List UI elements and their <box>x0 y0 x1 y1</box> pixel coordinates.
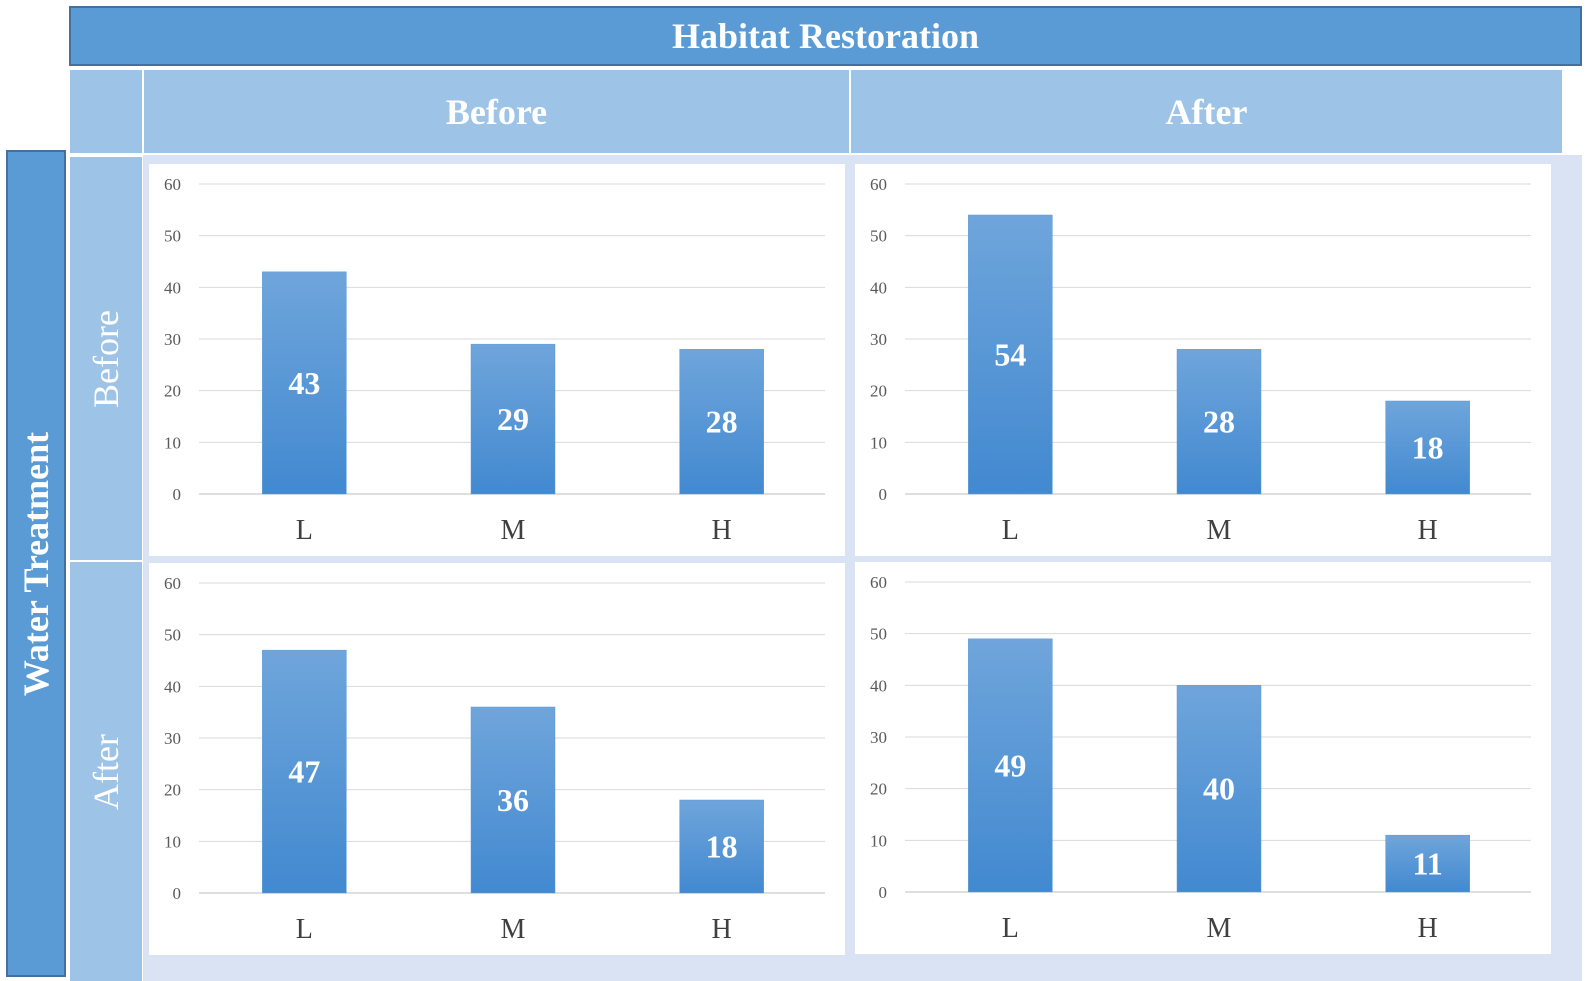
y-tick-label: 20 <box>870 780 887 799</box>
bar-chart-svg: 0 10 20 30 40 50 60 49 L 40 M 11 H <box>870 573 1531 944</box>
x-category-label: H <box>1418 913 1438 944</box>
y-tick-label: 10 <box>870 831 887 850</box>
row-factor-header: Water Treatment <box>6 150 66 977</box>
y-tick-label: 0 <box>879 883 888 902</box>
y-tick-label: 20 <box>870 382 887 401</box>
data-label: 29 <box>497 401 529 437</box>
bar-chart-svg: 0 10 20 30 40 50 60 43 L 29 M 28 H <box>164 175 825 546</box>
y-tick-label: 60 <box>870 175 887 194</box>
x-category-label: L <box>1002 913 1019 944</box>
bar-chart-svg: 0 10 20 30 40 50 60 54 L 28 M 18 H <box>870 175 1531 546</box>
bar-L <box>968 638 1053 893</box>
row-header-label: After <box>86 733 126 810</box>
y-tick-label: 50 <box>870 625 887 644</box>
bar-H <box>679 799 764 894</box>
bar-H <box>679 349 764 495</box>
corner-cell <box>70 70 142 153</box>
x-category-label: M <box>501 515 526 546</box>
x-category-label: M <box>1207 515 1232 546</box>
y-tick-label: 40 <box>870 278 887 297</box>
chart-panel-water-before-habitat-after: 0 10 20 30 40 50 60 54 L 28 M 18 H <box>855 164 1551 556</box>
column-header-label: After <box>1165 91 1248 132</box>
y-tick-label: 10 <box>164 832 181 851</box>
y-tick-label: 40 <box>164 677 181 696</box>
data-label: 36 <box>497 782 529 818</box>
bar-M <box>1176 349 1262 495</box>
chart-panel-water-before-habitat-before: 0 10 20 30 40 50 60 43 L 29 M 28 H <box>149 164 845 556</box>
y-tick-label: 50 <box>164 626 181 645</box>
y-tick-label: 20 <box>164 781 181 800</box>
bar-M <box>1176 685 1262 893</box>
x-category-label: L <box>1002 515 1019 546</box>
x-category-label: H <box>1418 515 1438 546</box>
column-factor-header: Habitat Restoration <box>69 6 1582 66</box>
bar-chart-svg: 0 10 20 30 40 50 60 47 L 36 M 18 H <box>164 574 825 945</box>
row-header-before: Before <box>70 157 142 560</box>
x-category-label: H <box>712 515 732 546</box>
y-tick-label: 50 <box>870 227 887 246</box>
chart-panel-water-after-habitat-before: 0 10 20 30 40 50 60 47 L 36 M 18 H <box>149 563 845 955</box>
data-label: 49 <box>994 747 1026 783</box>
x-category-label: M <box>1207 913 1232 944</box>
row-header-label: Before <box>86 309 126 408</box>
y-tick-label: 50 <box>164 227 181 246</box>
column-header-label: Before <box>445 91 548 132</box>
data-label: 40 <box>1203 771 1235 807</box>
bar-L <box>262 649 347 894</box>
bar-L <box>262 271 347 495</box>
x-category-label: L <box>296 515 313 546</box>
y-tick-label: 10 <box>870 433 887 452</box>
y-tick-label: 20 <box>164 382 181 401</box>
data-label: 43 <box>288 365 320 401</box>
bar-L <box>968 214 1053 495</box>
y-tick-label: 30 <box>870 728 887 747</box>
data-label: 18 <box>706 829 738 865</box>
y-tick-label: 30 <box>870 330 887 349</box>
y-tick-label: 60 <box>164 175 181 194</box>
column-header-after: After <box>851 70 1562 153</box>
column-factor-title: Habitat Restoration <box>672 16 979 56</box>
y-tick-label: 40 <box>870 676 887 695</box>
bar-M <box>470 706 556 894</box>
chart-panel-water-after-habitat-after: 0 10 20 30 40 50 60 49 L 40 M 11 H <box>855 562 1551 954</box>
bar-H <box>1385 400 1470 495</box>
y-tick-label: 30 <box>164 729 181 748</box>
data-label: 47 <box>288 754 320 790</box>
bar-M <box>470 343 556 495</box>
y-tick-label: 0 <box>879 485 888 504</box>
data-label: 11 <box>1413 846 1443 882</box>
x-category-label: H <box>712 914 732 945</box>
y-tick-label: 30 <box>164 330 181 349</box>
y-tick-label: 10 <box>164 433 181 452</box>
data-label: 28 <box>706 404 738 440</box>
y-tick-label: 60 <box>164 574 181 593</box>
data-label: 28 <box>1203 404 1235 440</box>
x-category-label: M <box>501 914 526 945</box>
row-header-after: After <box>70 562 142 981</box>
bar-H <box>1385 834 1470 893</box>
x-category-label: L <box>296 914 313 945</box>
data-label: 18 <box>1412 430 1444 466</box>
row-factor-title: Water Treatment <box>16 431 56 696</box>
column-header-before: Before <box>144 70 849 153</box>
data-label: 54 <box>994 337 1026 373</box>
y-tick-label: 0 <box>173 485 182 504</box>
y-tick-label: 40 <box>164 278 181 297</box>
y-tick-label: 60 <box>870 573 887 592</box>
y-tick-label: 0 <box>173 884 182 903</box>
